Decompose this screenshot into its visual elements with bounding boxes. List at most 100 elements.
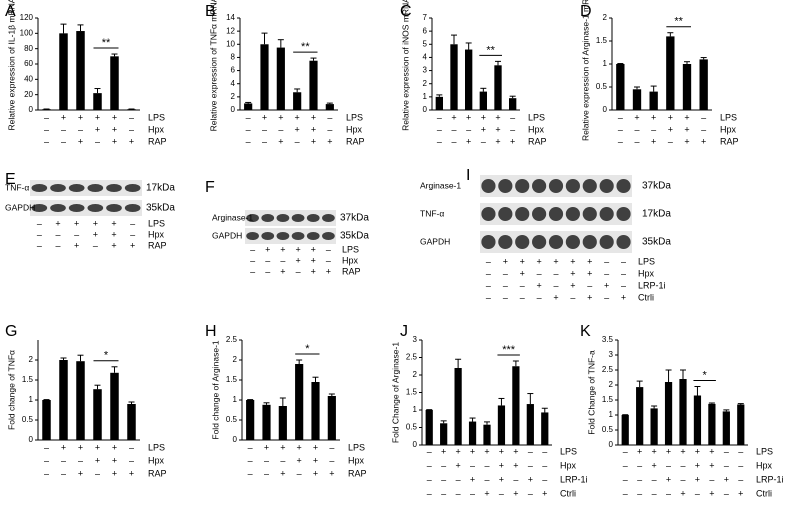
condition-sign: – <box>246 124 251 134</box>
condition-sign: + <box>684 124 689 134</box>
bar <box>494 65 502 110</box>
blot-band <box>276 232 290 240</box>
condition-sign: + <box>470 474 475 484</box>
condition-sign: + <box>61 442 66 452</box>
condition-sign: + <box>680 446 685 456</box>
condition-sign: + <box>668 112 673 122</box>
condition-sign: – <box>246 112 251 122</box>
y-tick-label: 0 <box>29 435 34 444</box>
y-tick-label: 0 <box>233 435 238 444</box>
condition-sign: + <box>95 455 100 465</box>
blot-band <box>31 204 48 212</box>
condition-sign: + <box>709 460 714 470</box>
condition-sign: + <box>499 446 504 456</box>
condition-sign: + <box>587 292 592 302</box>
condition-sign: – <box>264 468 269 478</box>
condition-sign: + <box>313 442 318 452</box>
condition-name: Ctrli <box>756 488 772 498</box>
condition-sign: – <box>437 124 442 134</box>
blot-band <box>565 179 580 193</box>
bar <box>276 47 285 110</box>
condition-sign: – <box>499 488 504 498</box>
condition-sign: + <box>651 136 656 146</box>
condition-sign: – <box>570 292 575 302</box>
blot-band <box>481 235 496 249</box>
condition-sign: + <box>668 124 673 134</box>
bar <box>440 423 448 445</box>
y-tick-label: 2 <box>603 13 608 22</box>
bar <box>325 104 334 110</box>
condition-sign: – <box>44 455 49 465</box>
blot-band <box>532 179 547 193</box>
condition-sign: – <box>78 124 83 134</box>
condition-sign: + <box>513 488 518 498</box>
y-tick-label: 2 <box>233 355 238 364</box>
significance-label: ** <box>674 16 683 28</box>
y-tick-label: 3 <box>423 66 428 75</box>
condition-sign: + <box>510 136 515 146</box>
bar <box>42 400 51 440</box>
condition-name: Hpx <box>148 229 165 239</box>
y-tick-label: 1.5 <box>226 375 238 384</box>
condition-sign: + <box>265 244 270 254</box>
condition-sign: – <box>651 124 656 134</box>
significance-label: * <box>703 369 708 381</box>
bar <box>295 364 304 440</box>
panel-label: B <box>205 3 216 20</box>
condition-sign: + <box>621 292 626 302</box>
condition-sign: + <box>637 446 642 456</box>
bar <box>127 404 136 440</box>
condition-name: Hpx <box>342 255 359 265</box>
y-tick-label: 0.5 <box>406 423 418 432</box>
y-tick-label: 40 <box>24 74 33 83</box>
condition-sign: – <box>265 255 270 265</box>
condition-sign: + <box>112 468 117 478</box>
condition-sign: – <box>666 460 671 470</box>
bar <box>450 44 458 110</box>
condition-sign: + <box>484 488 489 498</box>
condition-sign: – <box>248 455 253 465</box>
y-axis-label: Fold Change of TNF-a <box>586 350 596 435</box>
condition-sign: + <box>695 446 700 456</box>
blot-band <box>481 179 496 193</box>
y-tick-label: 2 <box>29 355 34 364</box>
condition-sign: – <box>520 292 525 302</box>
bar <box>93 389 102 440</box>
y-tick-label: 2 <box>609 380 614 389</box>
condition-sign: – <box>44 136 49 146</box>
condition-sign: – <box>95 468 100 478</box>
condition-sign: + <box>280 442 285 452</box>
condition-sign: + <box>709 446 714 456</box>
condition-sign: – <box>486 280 491 290</box>
y-axis-label: Fold change of Arginase-1 <box>210 340 220 440</box>
condition-sign: + <box>311 136 316 146</box>
condition-sign: + <box>111 240 116 250</box>
y-tick-label: 0.5 <box>22 415 34 424</box>
blot-band <box>565 207 580 221</box>
y-tick-label: 1.5 <box>602 395 614 404</box>
condition-sign: + <box>130 240 135 250</box>
condition-sign: + <box>587 256 592 266</box>
condition-sign: – <box>93 240 98 250</box>
size-label: 17kDa <box>146 183 175 194</box>
condition-name: Hpx <box>560 460 577 470</box>
bar <box>262 404 271 440</box>
condition-sign: – <box>528 488 533 498</box>
y-tick-label: 0 <box>609 440 614 449</box>
condition-sign: – <box>623 446 628 456</box>
protein-label: TNF-α <box>420 208 444 218</box>
condition-name: RAP <box>348 468 367 478</box>
blot-band <box>582 207 597 221</box>
bar <box>650 408 658 445</box>
condition-sign: – <box>427 446 432 456</box>
condition-sign: – <box>542 460 547 470</box>
y-tick-label: 2.5 <box>406 353 418 362</box>
condition-sign: + <box>74 218 79 228</box>
condition-sign: – <box>441 488 446 498</box>
blot-band <box>582 235 597 249</box>
condition-sign: – <box>427 474 432 484</box>
condition-sign: – <box>537 268 542 278</box>
condition-sign: – <box>37 240 42 250</box>
condition-sign: – <box>701 124 706 134</box>
condition-sign: + <box>311 266 316 276</box>
